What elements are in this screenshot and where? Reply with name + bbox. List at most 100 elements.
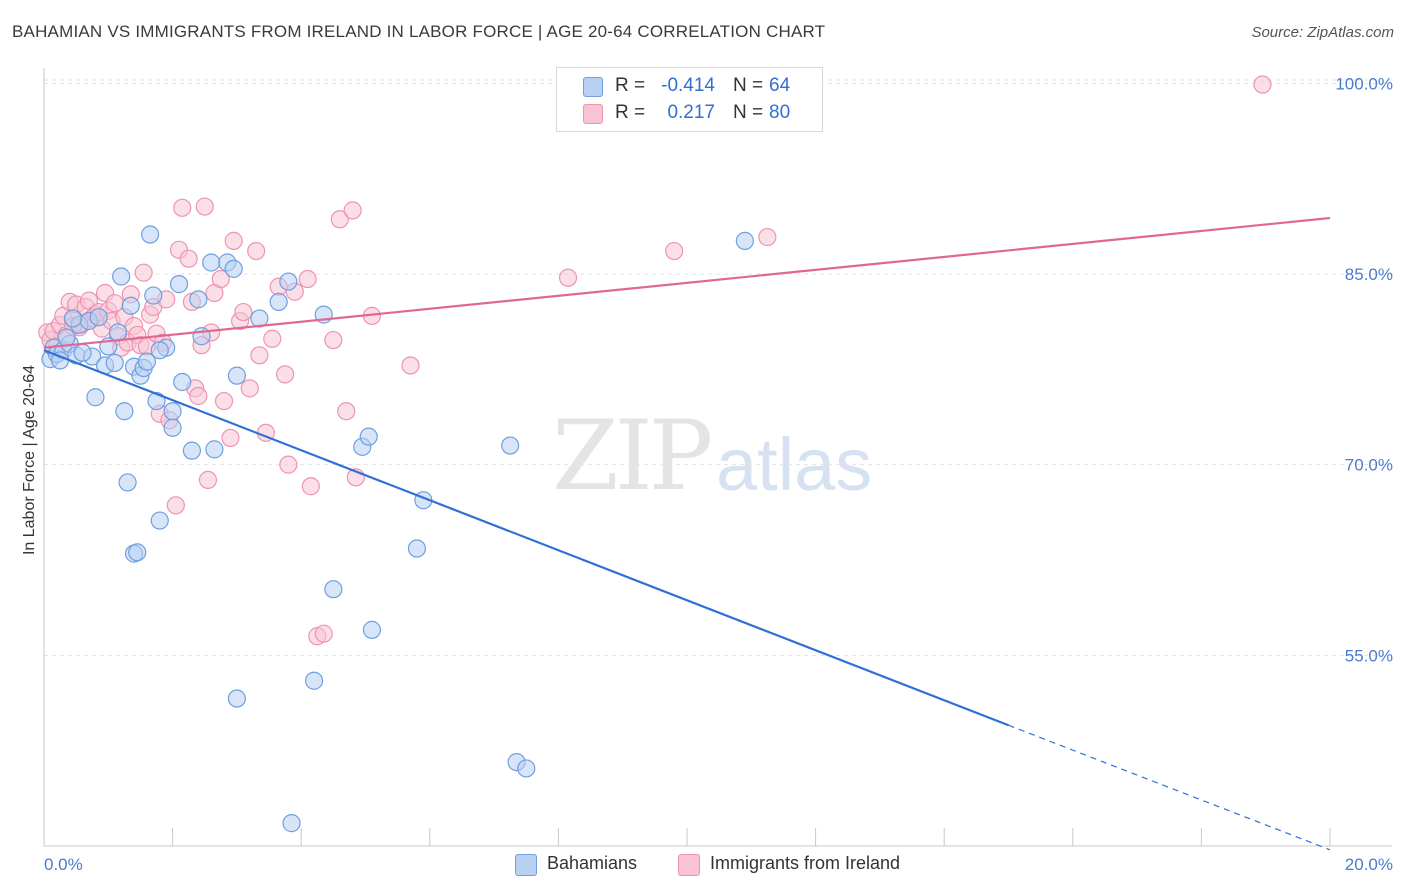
point-ireland (240, 379, 259, 398)
point-ireland (324, 330, 343, 350)
point-bahamians (140, 225, 160, 244)
point-bahamians (224, 259, 243, 278)
watermark-zip: ZIP (552, 400, 713, 512)
legend-swatch-ireland (678, 854, 700, 876)
point-ireland (1253, 75, 1272, 94)
legend-row-bahamians: R = -0.414 N = 64 (557, 73, 822, 101)
point-ireland (401, 356, 420, 375)
legend-n-value: 64 (769, 75, 791, 96)
point-ireland (195, 197, 214, 216)
point-bahamians (227, 366, 246, 385)
point-ireland (189, 386, 208, 406)
point-bahamians (115, 402, 134, 421)
point-ireland (247, 241, 266, 261)
point-bahamians (121, 296, 140, 315)
point-ireland (134, 263, 153, 282)
point-bahamians (144, 286, 163, 305)
point-bahamians (169, 275, 189, 294)
point-bahamians (163, 418, 182, 437)
source-label[interactable]: Source: ZipAtlas.com (1251, 24, 1394, 41)
trend-line-ireland (43, 216, 1331, 349)
legend-r-value: -0.414 (661, 75, 715, 96)
point-ireland (250, 346, 269, 365)
point-bahamians (362, 620, 382, 639)
point-ireland (276, 365, 295, 384)
point-ireland (279, 455, 298, 474)
y-tick-label: 85.0% (1345, 265, 1393, 284)
point-ireland (758, 227, 777, 247)
point-ireland (665, 241, 684, 261)
point-ireland (298, 269, 317, 289)
legend-swatch-ireland (583, 104, 603, 124)
point-ireland (214, 391, 234, 411)
point-ireland (343, 201, 362, 220)
point-ireland (234, 302, 253, 322)
legend-r-label: R = (615, 102, 646, 123)
legend-label-ireland: Immigrants from Ireland (710, 853, 901, 873)
y-tick-label: 100.0% (1335, 74, 1393, 93)
point-bahamians (227, 689, 246, 708)
point-ireland (221, 428, 240, 448)
legend-n-label: N = (733, 75, 764, 96)
point-ireland (263, 329, 282, 348)
correlation-legend: R = -0.414 N = 64 R = 0.217 N = 80 (556, 67, 823, 132)
legend-r-value: 0.217 (667, 102, 715, 123)
point-bahamians (501, 436, 520, 455)
point-bahamians (163, 402, 182, 421)
trend-line-bahamians-extension (1008, 724, 1331, 851)
point-bahamians (407, 539, 427, 558)
legend-swatch-bahamians (583, 77, 603, 97)
legend-swatch-bahamians (515, 854, 537, 876)
point-ireland (224, 231, 243, 250)
point-ireland (211, 269, 230, 289)
point-bahamians (279, 272, 298, 291)
point-bahamians (304, 671, 324, 690)
point-bahamians (324, 580, 343, 599)
tick-labels: 55.0% 70.0% 85.0% 100.0% 0.0% 20.0% (44, 74, 1393, 874)
point-ireland (301, 477, 320, 496)
point-bahamians (269, 292, 288, 312)
point-bahamians (282, 814, 301, 833)
point-ireland (198, 470, 218, 489)
chart-title: BAHAMIAN VS IMMIGRANTS FROM IRELAND IN L… (12, 22, 826, 41)
point-bahamians (517, 759, 536, 778)
point-bahamians (118, 473, 137, 492)
trend-line-bahamians (43, 349, 1009, 727)
series-bahamians-points (41, 225, 754, 833)
point-bahamians (735, 231, 754, 250)
point-bahamians (182, 441, 201, 460)
point-bahamians (137, 352, 156, 371)
point-bahamians (73, 343, 92, 362)
x-tick-label-max: 20.0% (1345, 855, 1393, 874)
legend-r-label: R = (615, 75, 646, 96)
point-bahamians (128, 543, 147, 562)
point-ireland (179, 249, 198, 268)
grid-lines (44, 79, 1392, 656)
legend-n-value: 80 (769, 102, 791, 123)
x-tick-label-min: 0.0% (44, 855, 83, 874)
point-bahamians (112, 267, 131, 286)
legend-label-bahamians: Bahamians (547, 853, 638, 873)
point-bahamians (86, 388, 105, 407)
point-bahamians (202, 253, 221, 272)
trend-lines (43, 216, 1331, 851)
point-bahamians (57, 328, 76, 347)
axes (43, 68, 1392, 847)
series-ireland-points (38, 75, 1272, 646)
point-ireland (558, 268, 578, 287)
point-bahamians (147, 391, 166, 411)
y-tick-label: 55.0% (1345, 646, 1393, 665)
point-ireland (330, 210, 349, 229)
legend-row-ireland: R = 0.217 N = 80 (557, 100, 822, 128)
point-bahamians (63, 309, 83, 328)
point-bahamians (150, 341, 169, 360)
point-bahamians (89, 308, 108, 327)
point-bahamians (150, 511, 169, 530)
point-bahamians (205, 440, 224, 459)
point-bahamians (173, 372, 192, 392)
point-bahamians (189, 290, 208, 309)
point-bahamians (105, 353, 124, 373)
point-ireland (173, 198, 192, 217)
y-tick-label: 70.0% (1345, 456, 1393, 475)
